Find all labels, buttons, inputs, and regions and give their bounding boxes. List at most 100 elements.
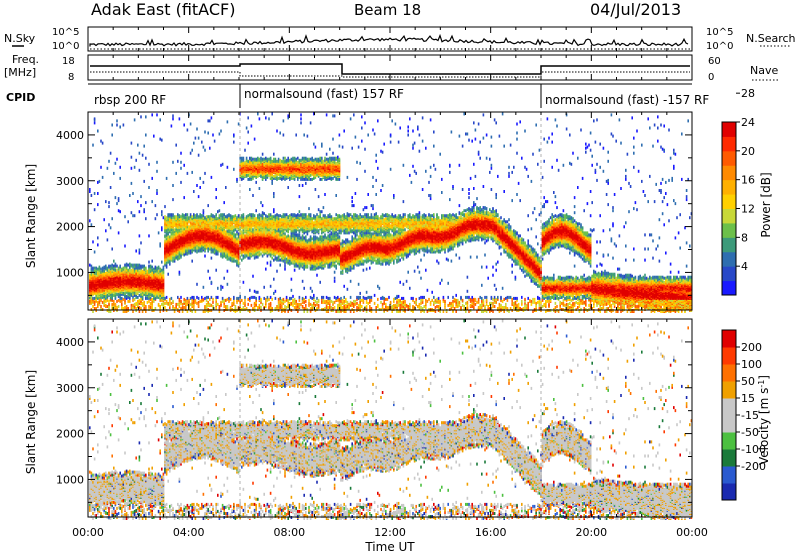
power-cell bbox=[138, 270, 141, 274]
power-cell bbox=[252, 194, 254, 197]
power-cell bbox=[90, 194, 93, 197]
power-cell bbox=[236, 300, 238, 304]
power-cell bbox=[146, 300, 149, 304]
power-cell bbox=[119, 299, 121, 303]
power-cell bbox=[233, 232, 235, 236]
power-cell bbox=[218, 209, 221, 213]
power-cell bbox=[133, 290, 136, 294]
power-cell bbox=[260, 156, 262, 160]
power-cell bbox=[173, 253, 176, 257]
cpid-label: CPID bbox=[6, 91, 35, 104]
power-cell bbox=[220, 217, 222, 221]
power-cell bbox=[253, 137, 256, 141]
power-cell bbox=[247, 227, 249, 231]
power-cell bbox=[129, 291, 131, 295]
power-cell bbox=[218, 228, 221, 232]
power-cell bbox=[162, 274, 165, 278]
power-cell bbox=[145, 293, 147, 297]
power-cell bbox=[161, 210, 163, 214]
power-cell bbox=[185, 216, 187, 220]
power-cell bbox=[265, 214, 267, 218]
power-cell bbox=[162, 265, 165, 269]
power-cell bbox=[268, 117, 270, 121]
power-cell bbox=[111, 247, 113, 251]
power-cell bbox=[242, 161, 245, 165]
power-cell bbox=[189, 223, 192, 227]
power-cell bbox=[221, 299, 224, 303]
power-cell bbox=[273, 291, 275, 295]
power-cell bbox=[266, 298, 269, 302]
power-cell bbox=[237, 264, 240, 268]
power-cell bbox=[191, 310, 193, 313]
power-cell bbox=[117, 197, 120, 201]
power-cell bbox=[249, 296, 251, 300]
power-cell bbox=[129, 295, 131, 299]
power-cell bbox=[213, 139, 216, 143]
power-cell bbox=[125, 305, 128, 308]
power-cell bbox=[271, 228, 273, 232]
power-cell bbox=[253, 217, 256, 221]
power-cell bbox=[247, 116, 249, 120]
power-cell bbox=[133, 118, 136, 122]
power-cell bbox=[111, 263, 113, 267]
power-cell bbox=[242, 156, 245, 160]
power-cell bbox=[277, 297, 280, 301]
power-cell bbox=[159, 296, 161, 300]
power-cell bbox=[111, 298, 113, 302]
power-cell bbox=[122, 310, 125, 313]
power-cell bbox=[239, 294, 241, 298]
power-cell bbox=[153, 270, 155, 274]
power-cell bbox=[199, 186, 201, 189]
power-cell bbox=[260, 252, 262, 256]
power-cell bbox=[218, 218, 221, 222]
power-cell bbox=[169, 306, 171, 309]
power-cell bbox=[210, 295, 213, 299]
power-cell bbox=[149, 295, 152, 299]
power-cell bbox=[113, 171, 115, 175]
power-cell bbox=[250, 303, 253, 307]
power-cell bbox=[116, 306, 118, 309]
power-cell bbox=[92, 269, 94, 273]
power-cell bbox=[130, 166, 133, 170]
power-cell bbox=[268, 213, 270, 217]
power-cell bbox=[277, 217, 280, 221]
power-cell bbox=[97, 269, 99, 273]
nave-line bbox=[90, 71, 690, 78]
power-cell bbox=[279, 300, 281, 304]
power-cell bbox=[244, 217, 246, 221]
power-cell bbox=[188, 251, 190, 255]
power-cell bbox=[111, 271, 113, 275]
power-cell bbox=[233, 258, 235, 262]
power-cell bbox=[242, 213, 245, 217]
power-cell bbox=[183, 214, 185, 218]
power-cell bbox=[164, 220, 166, 224]
power-cell bbox=[194, 214, 197, 218]
power-cell bbox=[277, 233, 280, 237]
freq-left-tick-bottom: 8 bbox=[68, 72, 74, 83]
power-cell bbox=[241, 214, 243, 218]
power-cell bbox=[165, 299, 168, 303]
power-cell bbox=[196, 127, 198, 131]
power-cell bbox=[202, 285, 205, 289]
power-cell bbox=[233, 140, 235, 144]
power-cell bbox=[161, 260, 163, 264]
power-cell bbox=[135, 290, 137, 294]
power-cell bbox=[245, 161, 248, 165]
power-cell bbox=[276, 159, 278, 163]
power-cell bbox=[103, 272, 105, 276]
power-cell bbox=[257, 156, 259, 160]
power-cell bbox=[140, 268, 142, 272]
power-cell bbox=[143, 210, 145, 214]
power-cell bbox=[159, 267, 161, 271]
power-cell bbox=[92, 296, 94, 300]
power-cell bbox=[209, 302, 211, 306]
power-cell bbox=[242, 254, 245, 258]
power-cell bbox=[223, 301, 225, 305]
power-cell bbox=[164, 205, 166, 209]
power-cell bbox=[127, 291, 129, 295]
power-cell bbox=[119, 264, 121, 268]
power-cell bbox=[149, 291, 152, 295]
power-cell bbox=[205, 302, 208, 306]
power-cell bbox=[149, 273, 152, 277]
nsky-series bbox=[89, 33, 689, 47]
